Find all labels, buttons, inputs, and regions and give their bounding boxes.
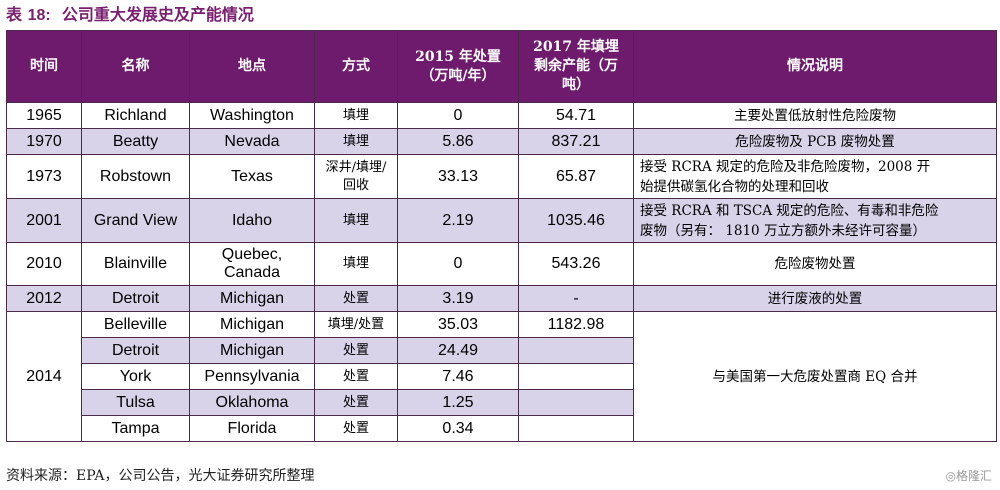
cell-name: Beatty [81, 128, 190, 155]
cell-location: Quebec, Canada [189, 242, 315, 286]
header-method: 方式 [314, 30, 398, 103]
table-row: 2001 Grand View Idaho 填埋 2.19 1035.46 接受… [6, 198, 997, 243]
cell-capacity: 1035.46 [518, 198, 634, 243]
table-row: York Pennsylvania 处置 7.46 [7, 363, 997, 390]
cell-capacity: 1182.98 [518, 311, 634, 338]
cell-method: 处置 [314, 285, 398, 312]
cell-method: 深井/填埋/ 回收 [314, 154, 398, 199]
table-row: 2014 Belleville Michigan 填埋/处置 35.03 118… [6, 311, 997, 442]
header-disposal-2015: 2015 年处置 （万吨/年） [397, 30, 519, 103]
cell-year: 2001 [6, 198, 82, 243]
cell-location: Washington [189, 102, 315, 129]
table-row: 1970 Beatty Nevada 填埋 5.86 837.21 危险废物及 … [6, 128, 997, 155]
table-row: 1965 Richland Washington 填埋 0 54.71 主要处置… [6, 102, 997, 129]
header-capacity-2017: 2017 年填埋 剩余产能（万 吨） [518, 30, 634, 103]
cell-name: Tulsa [81, 389, 190, 416]
source-note: 资料来源：EPA，公司公告，光大证券研究所整理 [6, 468, 315, 484]
cell-method: 填埋 [314, 242, 398, 286]
cell-capacity: 837.21 [518, 128, 634, 155]
cell-disposal: 0 [397, 242, 519, 286]
table-header-row: 时间 名称 地点 方式 2015 年处置 （万吨/年） 2017 年填埋 剩余产… [6, 30, 997, 103]
cell-description: 接受 RCRA 规定的危险及非危险废物，2008 开 始提供碳氢化合物的处理和回… [633, 154, 997, 199]
header-location: 地点 [189, 30, 315, 103]
cell-capacity [518, 389, 634, 416]
cell-location: Michigan [189, 285, 315, 312]
cell-method: 处置 [314, 389, 398, 416]
cell-description: 与美国第一大危废处置商 EQ 合并 [633, 311, 997, 442]
table-row: Tampa Florida 处置 0.34 [7, 415, 997, 442]
cell-name: Tampa [81, 415, 190, 442]
history-capacity-table: 时间 名称 地点 方式 2015 年处置 （万吨/年） 2017 年填埋 剩余产… [6, 30, 997, 442]
cell-name: Robstown [81, 154, 190, 199]
cell-method: 处置 [314, 363, 398, 390]
cell-description: 进行废液的处置 [633, 285, 997, 312]
cell-capacity: 65.87 [518, 154, 634, 199]
cell-name: Detroit [81, 337, 190, 364]
title-text: 公司重大发展史及产能情况 [61, 5, 254, 24]
cell-method: 处置 [314, 337, 398, 364]
header-description: 情况说明 [633, 30, 997, 103]
title-label: 表 [6, 5, 23, 24]
cell-year: 1970 [6, 128, 82, 155]
cell-disposal: 0 [397, 102, 519, 129]
table-row: 2012 Detroit Michigan 处置 3.19 - 进行废液的处置 [6, 285, 997, 312]
cell-name: York [81, 363, 190, 390]
cell-disposal: 35.03 [397, 311, 519, 338]
cell-name: Detroit [81, 285, 190, 312]
header-year: 时间 [6, 30, 82, 103]
cell-name: Richland [81, 102, 190, 129]
cell-location: Florida [189, 415, 315, 442]
cell-location: Pennsylvania [189, 363, 315, 390]
cell-year: 2010 [6, 242, 82, 286]
cell-year: 2014 [6, 311, 82, 442]
cell-year: 1965 [6, 102, 82, 129]
table-title: 表 18: 公司重大发展史及产能情况 [6, 2, 254, 28]
cell-location: Texas [189, 154, 315, 199]
cell-description: 主要处置低放射性危险废物 [633, 102, 997, 129]
cell-description: 接受 RCRA 和 TSCA 规定的危险、有毒和非危险 废物（另有： 1810 … [633, 198, 997, 243]
cell-method: 填埋/处置 [314, 311, 398, 338]
cell-capacity: 54.71 [518, 102, 634, 129]
cell-year: 2012 [6, 285, 82, 312]
cell-disposal: 24.49 [397, 337, 519, 364]
cell-name: Blainville [81, 242, 190, 286]
cell-capacity: - [518, 285, 634, 312]
cell-name: Belleville [81, 311, 190, 338]
cell-description: 危险废物及 PCB 废物处置 [633, 128, 997, 155]
cell-disposal: 33.13 [397, 154, 519, 199]
cell-disposal: 7.46 [397, 363, 519, 390]
cell-capacity [518, 415, 634, 442]
cell-method: 填埋 [314, 198, 398, 243]
cell-method: 填埋 [314, 102, 398, 129]
cell-description: 危险废物处置 [633, 242, 997, 286]
cell-disposal: 1.25 [397, 389, 519, 416]
cell-location: Oklahoma [189, 389, 315, 416]
watermark: ◎格隆汇 [945, 469, 992, 483]
cell-method: 填埋 [314, 128, 398, 155]
cell-location: Michigan [189, 337, 315, 364]
cell-capacity [518, 363, 634, 390]
cell-year: 1973 [6, 154, 82, 199]
cell-location: Michigan [189, 311, 315, 338]
cell-name: Grand View [81, 198, 190, 243]
table-row: Tulsa Oklahoma 处置 1.25 [7, 389, 997, 416]
title-number: 18: [27, 7, 51, 24]
cell-location: Nevada [189, 128, 315, 155]
cell-method: 处置 [314, 415, 398, 442]
cell-disposal: 2.19 [397, 198, 519, 243]
table-row: 2010 Blainville Quebec, Canada 填埋 0 543.… [6, 242, 997, 286]
cell-disposal: 3.19 [397, 285, 519, 312]
header-name: 名称 [81, 30, 190, 103]
cell-capacity: 543.26 [518, 242, 634, 286]
cell-disposal: 5.86 [397, 128, 519, 155]
cell-disposal: 0.34 [397, 415, 519, 442]
cell-location: Idaho [189, 198, 315, 243]
table-row: Detroit Michigan 处置 24.49 [7, 337, 997, 364]
cell-capacity [518, 337, 634, 364]
table-row: 1973 Robstown Texas 深井/填埋/ 回收 33.13 65.8… [6, 154, 997, 199]
